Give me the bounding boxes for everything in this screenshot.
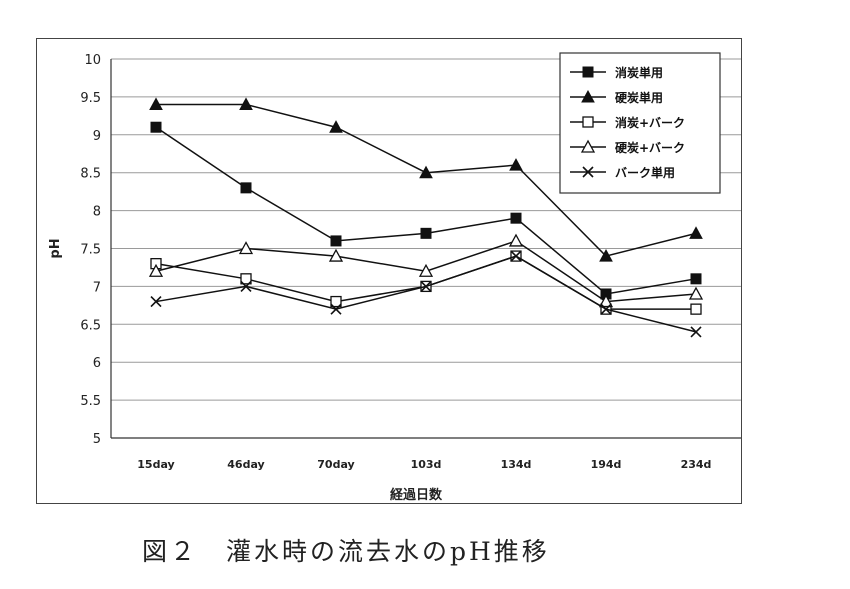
y-tick-label: 5.5 [80,394,101,409]
data-point-series-1 [240,182,252,194]
data-point-series-5 [420,280,432,292]
legend-label: 硬炭+バーク [615,140,685,155]
data-point-series-2 [599,249,613,262]
data-point-series-5 [510,250,522,262]
legend-marker [580,139,596,153]
data-point-series-2 [329,120,343,133]
data-point-series-2 [419,165,433,179]
legend-label: 消炭+バーク [615,115,685,130]
data-point-series-4 [418,263,434,277]
data-point-series-4 [148,263,164,277]
y-tick-label: 5 [93,432,101,447]
legend-marker [582,116,594,128]
data-point-series-2 [149,97,163,110]
x-tick-label: 194d [591,458,622,471]
x-tick-label: 103d [411,458,442,471]
data-point-series-1 [330,235,342,247]
data-point-series-4 [328,248,344,262]
legend-label: 消炭単用 [615,65,663,80]
x-tick-label: 70day [317,458,354,471]
data-point-series-1 [420,227,432,239]
data-point-series-3 [240,273,252,285]
data-point-series-3 [330,295,342,308]
data-point-series-1 [150,121,162,133]
data-point-series-5 [600,303,612,315]
y-tick-label: 8 [93,205,101,220]
legend-marker [581,89,595,103]
y-tick-label: 9.5 [80,91,101,106]
y-tick-label: 6.5 [80,318,101,333]
x-tick-label: 234d [681,458,712,471]
data-point-series-2 [689,226,703,239]
legend-label: 硬炭単用 [615,90,663,105]
data-point-series-1 [690,273,702,285]
data-point-series-1 [510,212,522,224]
x-tick-label: 46day [227,458,264,471]
y-tick-label: 9 [93,129,101,144]
figure-caption: 図２ 灌水時の流去水のpH推移 [142,537,550,566]
y-tick-label: 6 [93,356,101,371]
y-tick-label: 10 [84,53,101,68]
y-tick-label: 8.5 [80,167,101,182]
data-point-series-3 [690,303,702,315]
data-point-series-4 [598,294,614,308]
data-point-series-4 [508,233,524,247]
x-tick-label: 15day [137,458,174,471]
data-point-series-4 [688,286,704,300]
chart-frame: 5 5.5 6 6.5 7 7.5 8 8.5 9 9.5 10 15day 46day 70day 103… [36,38,742,504]
data-point-series-5 [330,303,342,315]
legend-marker [582,166,594,178]
y-axis-title: pH [48,238,63,258]
line-chart: 5 5.5 6 6.5 7 7.5 8 8.5 9 9.5 10 15day 46day 70day 103… [48,52,741,503]
x-tick-label: 134d [501,458,532,471]
legend-marker [582,66,594,78]
data-point-series-2 [509,158,523,171]
y-tick-label: 7 [93,280,101,295]
data-point-series-5 [240,280,252,292]
data-point-series-5 [690,326,702,338]
data-point-series-4 [238,241,254,255]
y-tick-label: 7.5 [80,243,101,258]
data-point-series-2 [239,97,253,110]
data-point-series-5 [150,295,162,308]
x-axis-title: 経過日数 [390,487,443,503]
legend-label: バーク単用 [615,165,675,180]
